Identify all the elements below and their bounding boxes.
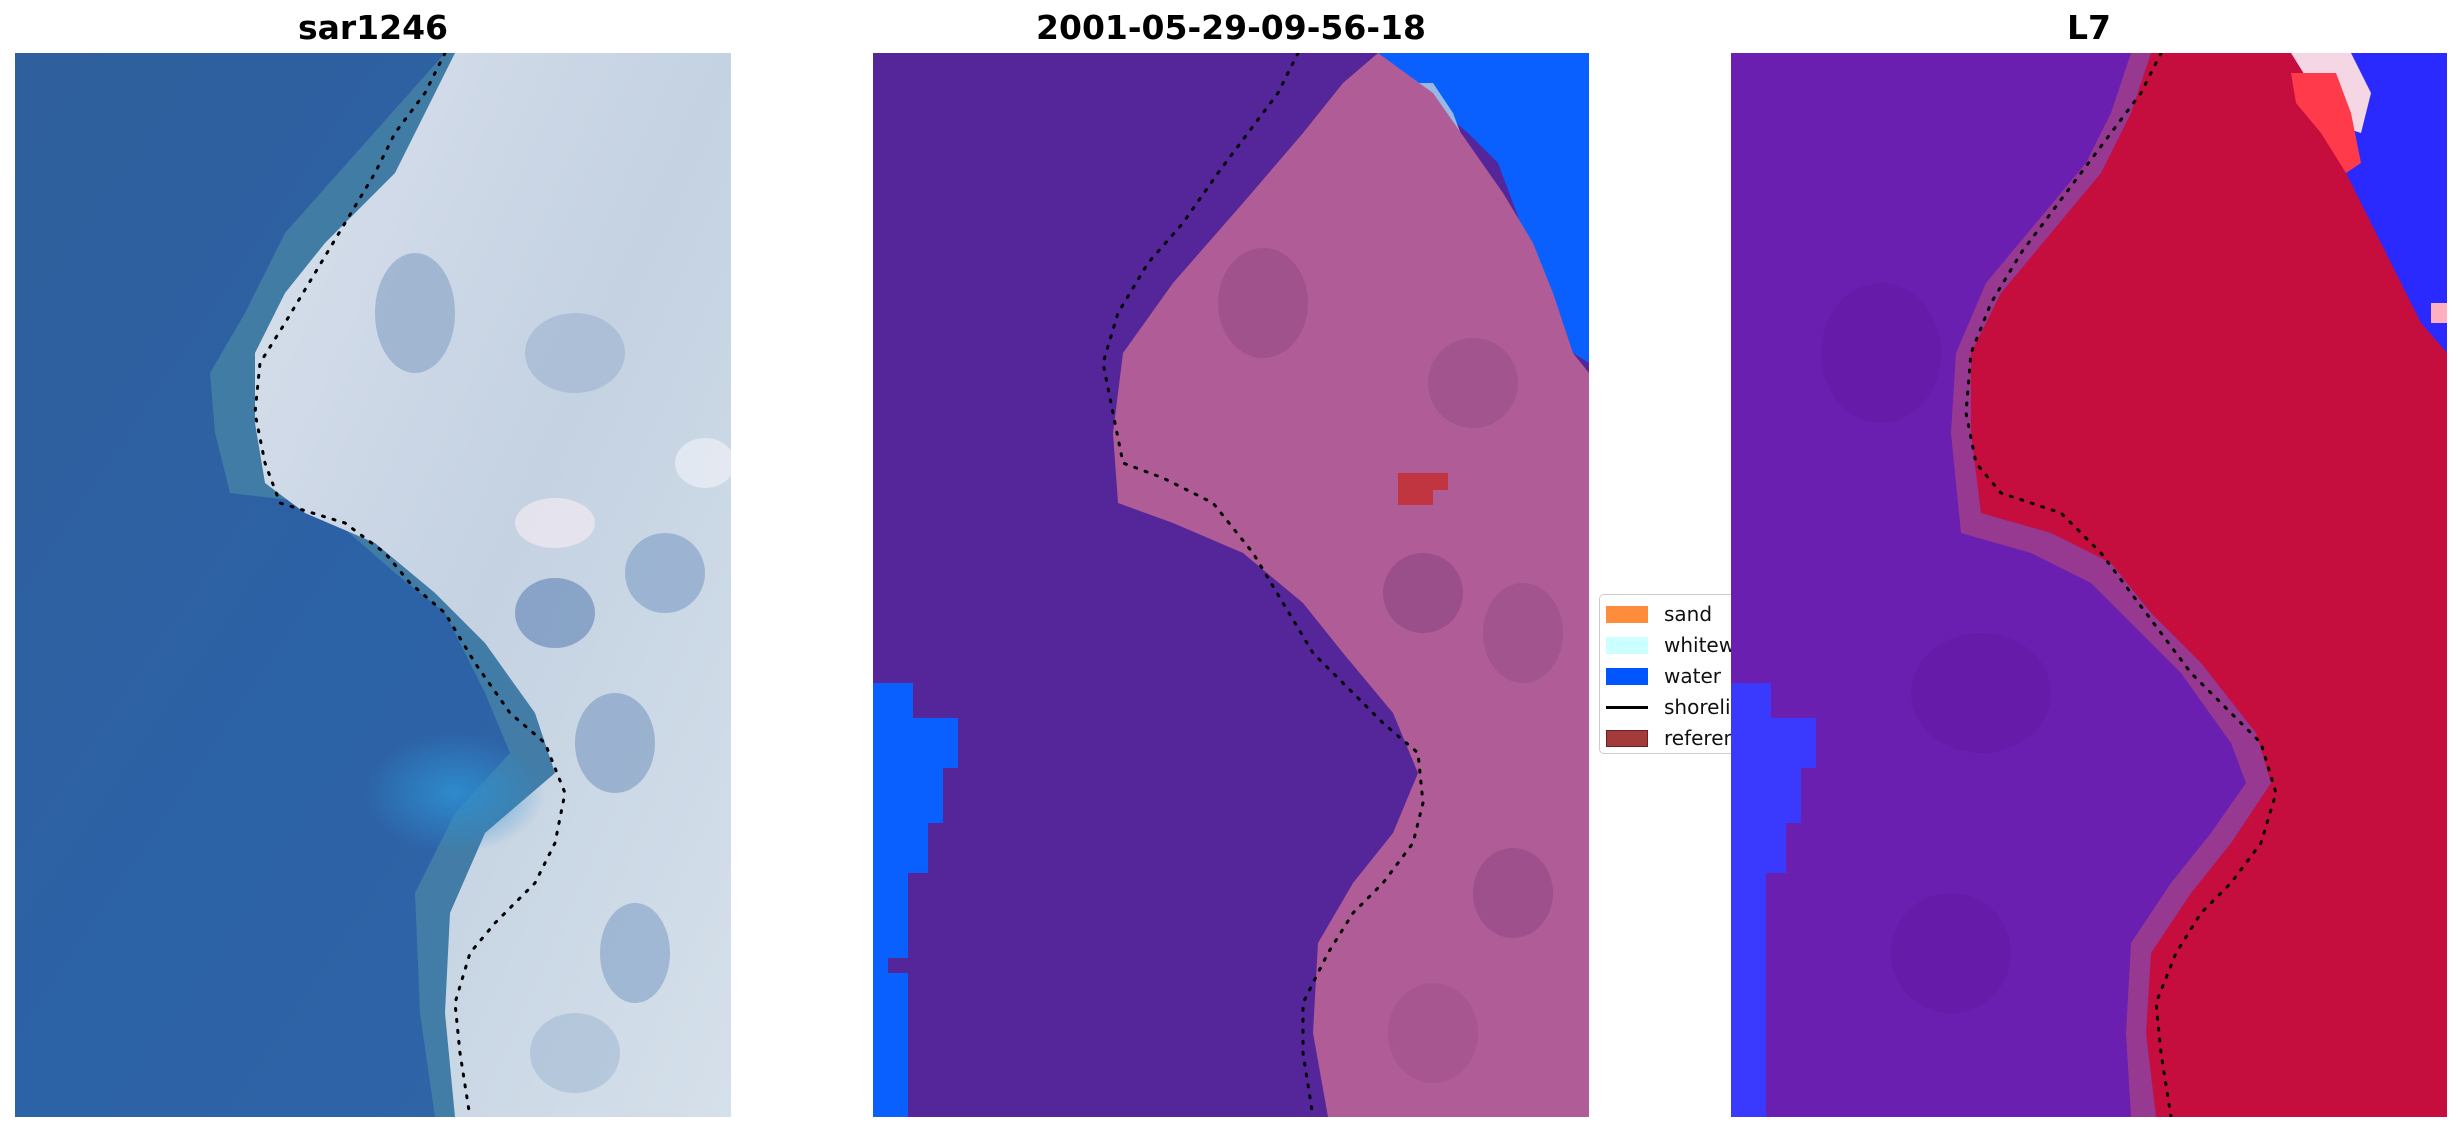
panel-title-3: L7	[2067, 8, 2111, 47]
legend-swatch-reference	[1606, 729, 1648, 747]
index-image-panel	[1731, 53, 2447, 1117]
classified-image-panel	[873, 53, 1589, 1117]
shoreline-line	[1101, 53, 1425, 1117]
legend: sand whitewater water shoreline referenc…	[1599, 594, 1741, 754]
index-image	[1731, 53, 2447, 1117]
shoreline-line	[1964, 53, 2278, 1117]
rgb-image	[15, 53, 731, 1117]
legend-item-sand: sand	[1606, 601, 1712, 627]
legend-swatch-sand	[1606, 605, 1648, 623]
legend-label: reference	[1664, 726, 1740, 750]
legend-item-shoreline: shoreline	[1606, 694, 1740, 720]
legend-swatch-whitewater	[1606, 636, 1648, 654]
panel-title-1: sar1246	[297, 8, 449, 47]
legend-label: sand	[1664, 602, 1713, 626]
legend-line-shoreline	[1606, 705, 1648, 709]
legend-item-reference: reference	[1606, 725, 1740, 751]
legend-label: whitewater	[1664, 633, 1740, 657]
classified-image	[873, 53, 1589, 1117]
legend-swatch-water	[1606, 667, 1648, 685]
legend-label: water	[1664, 664, 1721, 688]
legend-item-whitewater: whitewater	[1606, 632, 1740, 658]
panel-title-2: 2001-05-29-09-56-18	[1036, 8, 1426, 47]
rgb-image-panel	[15, 53, 731, 1117]
legend-label: shoreline	[1664, 695, 1740, 719]
legend-item-water: water	[1606, 663, 1721, 689]
